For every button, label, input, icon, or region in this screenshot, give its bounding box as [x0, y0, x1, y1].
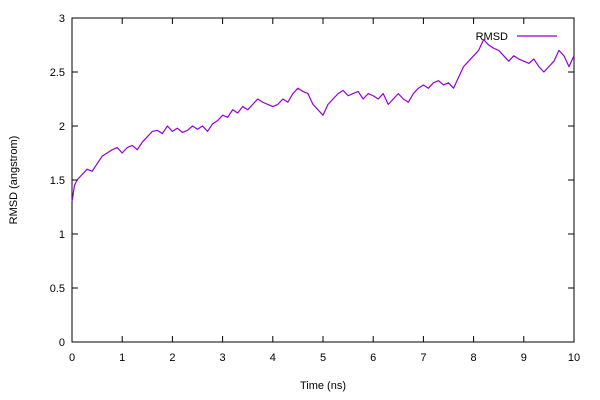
- y-axis-label: RMSD (angstrom): [8, 136, 20, 225]
- x-tick-label: 0: [69, 352, 75, 364]
- y-tick-label: 1: [59, 229, 65, 241]
- x-tick-label: 4: [270, 352, 276, 364]
- x-axis-label: Time (ns): [300, 380, 346, 392]
- y-tick-label: 0.5: [50, 283, 65, 295]
- x-tick-label: 5: [320, 352, 326, 364]
- series-layer: [71, 39, 575, 202]
- y-tick-label: 0: [59, 337, 65, 349]
- legend-label: RMSD: [476, 31, 508, 43]
- plot-frame: [71, 17, 575, 343]
- x-tick-labels: 0 1 2 3 4 5 6 7 8 9 10: [69, 352, 580, 364]
- x-tick-label: 9: [521, 352, 527, 364]
- y-tick-label: 3: [59, 13, 65, 25]
- x-tick-label: 2: [169, 352, 175, 364]
- series-line-rmsd: [71, 39, 575, 202]
- y-tick-label: 2.5: [50, 67, 65, 79]
- x-tick-label: 10: [568, 352, 580, 364]
- x-tick-label: 3: [220, 352, 226, 364]
- x-tick-label: 8: [471, 352, 477, 364]
- legend: RMSD: [476, 31, 557, 43]
- axis-ticks: [71, 17, 575, 343]
- x-tick-label: 1: [119, 352, 125, 364]
- y-tick-labels: 0 0.5 1 1.5 2 2.5 3: [50, 13, 65, 349]
- y-tick-label: 2: [59, 121, 65, 133]
- y-tick-label: 1.5: [50, 175, 65, 187]
- x-tick-label: 6: [370, 352, 376, 364]
- x-tick-label: 7: [420, 352, 426, 364]
